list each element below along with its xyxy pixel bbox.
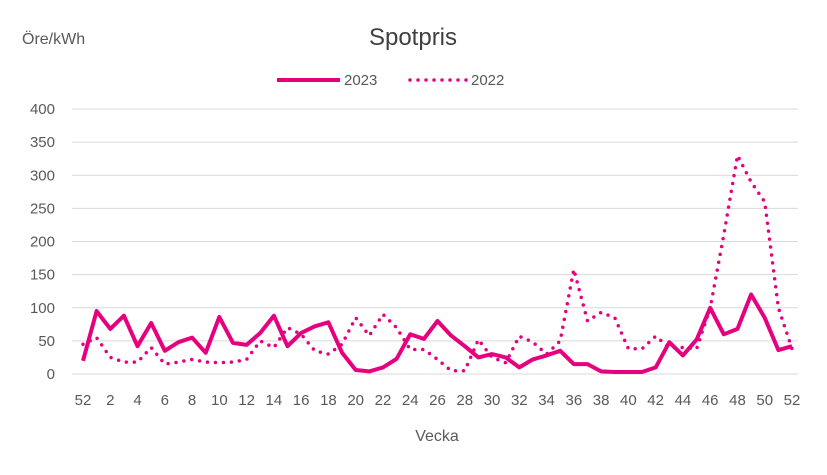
x-tick-label: 4 bbox=[133, 392, 141, 409]
x-tick-label: 22 bbox=[375, 392, 392, 409]
x-tick-label: 6 bbox=[161, 392, 169, 409]
x-tick-label: 44 bbox=[675, 392, 692, 409]
x-tick-label: 18 bbox=[320, 392, 337, 409]
x-tick-label: 8 bbox=[188, 392, 196, 409]
x-tick-label: 24 bbox=[402, 392, 419, 409]
y-tick-label: 350 bbox=[30, 134, 55, 151]
x-tick-label: 46 bbox=[702, 392, 719, 409]
y-tick-label: 50 bbox=[38, 333, 55, 350]
x-tick-label: 10 bbox=[211, 392, 228, 409]
y-axis-title: Öre/kWh bbox=[22, 30, 85, 48]
series-lines bbox=[81, 153, 794, 374]
legend: 2023 2022 bbox=[277, 72, 504, 89]
y-tick-label: 150 bbox=[30, 267, 55, 284]
gridlines bbox=[72, 108, 798, 375]
x-tick-label: 26 bbox=[429, 392, 446, 409]
chart-title: Spotpris bbox=[369, 24, 457, 51]
y-tick-label: 250 bbox=[30, 200, 55, 217]
x-tick-label: 34 bbox=[538, 392, 555, 409]
series-line-2023 bbox=[81, 292, 793, 374]
x-tick-label: 12 bbox=[238, 392, 255, 409]
x-tick-label: 42 bbox=[647, 392, 664, 409]
x-tick-label: 50 bbox=[756, 392, 773, 409]
legend-label-2022: 2022 bbox=[471, 72, 504, 89]
x-tick-label: 32 bbox=[511, 392, 528, 409]
legend-label-2023: 2023 bbox=[344, 72, 377, 89]
x-tick-label: 36 bbox=[566, 392, 583, 409]
x-tick-label: 20 bbox=[347, 392, 364, 409]
y-tick-label: 0 bbox=[47, 366, 55, 383]
x-tick-label: 38 bbox=[593, 392, 610, 409]
y-axis-ticks: 0 50 100 150 200 250 300 350 400 bbox=[30, 101, 55, 383]
x-tick-label: 14 bbox=[266, 392, 283, 409]
x-tick-label: 48 bbox=[729, 392, 746, 409]
x-tick-label: 52 bbox=[75, 392, 92, 409]
x-axis-title: Vecka bbox=[415, 428, 459, 445]
x-tick-label: 30 bbox=[484, 392, 501, 409]
y-tick-label: 400 bbox=[30, 101, 55, 118]
x-tick-label: 52 bbox=[784, 392, 801, 409]
x-tick-label: 2 bbox=[106, 392, 114, 409]
series-line-2022 bbox=[81, 153, 794, 373]
x-tick-label: 16 bbox=[293, 392, 310, 409]
y-tick-label: 100 bbox=[30, 300, 55, 317]
x-tick-label: 28 bbox=[456, 392, 473, 409]
y-tick-label: 200 bbox=[30, 234, 55, 251]
x-tick-label: 40 bbox=[620, 392, 637, 409]
x-axis-ticks: 52 2 4 6 8 10 12 14 16 18 20 22 24 26 28 30 32 34 36 38 40 42… bbox=[75, 392, 801, 409]
y-tick-label: 300 bbox=[30, 167, 55, 184]
